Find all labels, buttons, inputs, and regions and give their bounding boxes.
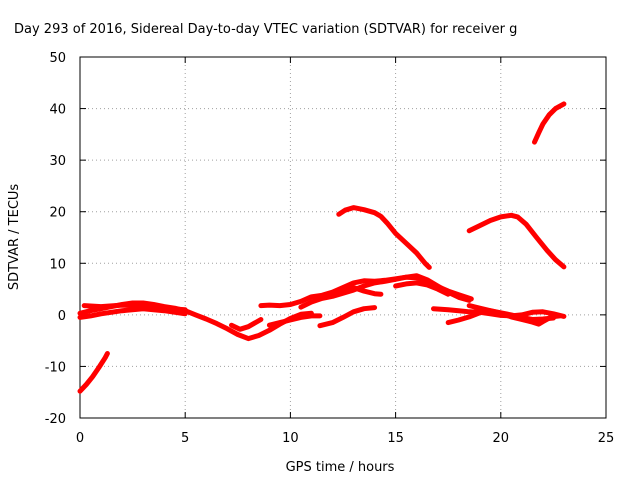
x-tick-label: 5 — [181, 431, 189, 446]
series-arc-1 — [77, 351, 110, 394]
series-arc-17 — [532, 101, 567, 145]
x-tick-label: 10 — [282, 431, 299, 446]
series-arc-11 — [317, 305, 378, 329]
y-tick-label: 20 — [49, 206, 66, 221]
series-arc-16 — [466, 212, 567, 270]
x-tick-label: 25 — [598, 431, 615, 446]
y-tick-label: 10 — [49, 257, 66, 272]
y-tick-label: 0 — [58, 309, 66, 324]
y-axis-label: SDTVAR / TECUs — [7, 184, 22, 291]
series-arc-10 — [393, 280, 451, 297]
axis-ticks — [79, 56, 607, 419]
series-arc-12 — [336, 205, 432, 270]
y-tick-label: 30 — [49, 154, 66, 169]
series-arc-5 — [229, 317, 264, 332]
x-tick-label: 20 — [493, 431, 510, 446]
series-arc-6 — [266, 313, 323, 328]
series-arc-2 — [77, 300, 314, 342]
y-tick-label: 40 — [49, 103, 66, 118]
plot-frame — [79, 56, 607, 419]
series-arc-9 — [330, 285, 384, 297]
x-tick-label: 0 — [76, 431, 84, 446]
x-tick-labels: 0 5 10 15 20 25 — [76, 431, 614, 446]
x-tick-label: 15 — [387, 431, 404, 446]
series-arc-4 — [81, 302, 188, 313]
y-tick-label: 50 — [49, 51, 66, 66]
chart-title: Day 293 of 2016, Sidereal Day-to-day VTE… — [14, 22, 517, 37]
data-series — [77, 101, 567, 394]
grid-lines — [80, 57, 606, 418]
series-arc-15 — [466, 303, 556, 322]
y-tick-labels: -20 -10 0 10 20 30 40 50 — [45, 51, 66, 427]
x-axis-label: GPS time / hours — [286, 460, 395, 475]
y-tick-label: -20 — [45, 412, 66, 427]
y-tick-label: -10 — [45, 360, 66, 375]
